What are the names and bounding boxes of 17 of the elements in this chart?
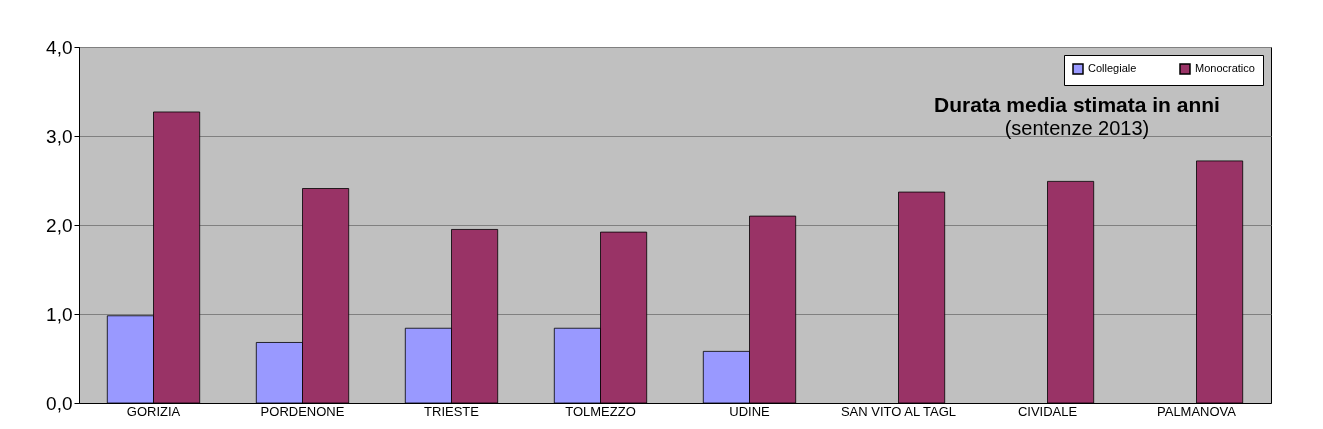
- legend-label: Collegiale: [1088, 62, 1137, 74]
- x-tick-label: TRIESTE: [424, 403, 480, 419]
- y-tick-label: 1,0: [46, 303, 73, 325]
- x-tick-label: SAN VITO AL TAGL: [840, 403, 957, 419]
- text: Durata media stimata in anni: [934, 93, 1220, 116]
- text: (sentenze 2013): [1004, 117, 1150, 139]
- x-tick-label: GORIZIA: [126, 403, 181, 419]
- x-tick-label: TOLMEZZO: [565, 403, 636, 419]
- y-tick-label: 0,0: [46, 392, 73, 414]
- y-tick-label: 2,0: [46, 214, 73, 236]
- x-tick-label: PORDENONE: [260, 403, 345, 419]
- y-tick-label: 3,0: [46, 125, 73, 147]
- x-tick-label: PALMANOVA: [1157, 403, 1237, 419]
- legend-label: Monocratico: [1195, 62, 1255, 74]
- x-tick-label: CIVIDALE: [1017, 403, 1078, 419]
- y-tick-label: 4,0: [46, 36, 73, 58]
- x-tick-label: UDINE: [729, 403, 771, 419]
